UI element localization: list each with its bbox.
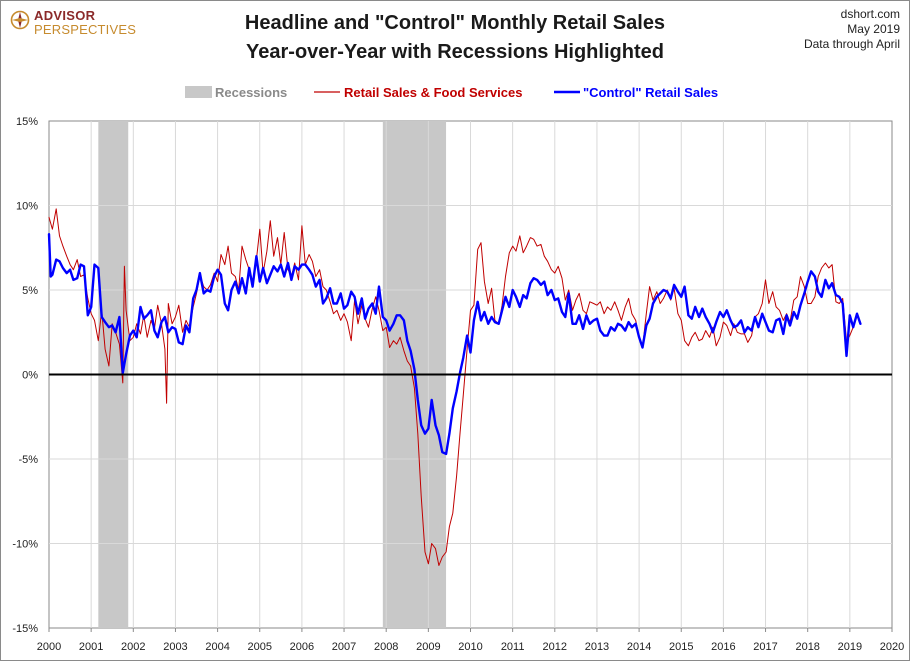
- x-tick-label: 2012: [543, 641, 567, 653]
- x-tick-label: 2004: [205, 641, 229, 653]
- x-tick-label: 2003: [163, 641, 187, 653]
- x-tick-label: 2010: [458, 641, 482, 653]
- logo-text-bottom: PERSPECTIVES: [34, 22, 137, 37]
- y-tick-label: 15%: [16, 116, 38, 128]
- y-tick-label: -15%: [12, 623, 38, 635]
- x-tick-label: 2018: [795, 641, 819, 653]
- x-tick-label: 2013: [585, 641, 609, 653]
- logo-text-top: ADVISOR: [34, 8, 96, 23]
- legend-label-headline: Retail Sales & Food Services: [344, 85, 522, 100]
- y-tick-label: -10%: [12, 539, 38, 551]
- x-tick-label: 2007: [332, 641, 356, 653]
- chart-title-line2: Year-over-Year with Recessions Highlight…: [246, 41, 664, 63]
- control-retail-sales-line: [47, 233, 862, 456]
- compass-icon: [10, 10, 30, 30]
- y-tick-label: 0%: [22, 370, 38, 382]
- x-tick-label: 2015: [669, 641, 693, 653]
- y-tick-label: 10%: [16, 201, 38, 213]
- y-tick-label: -5%: [18, 454, 38, 466]
- chart-title-line1: Headline and "Control" Monthly Retail Sa…: [244, 12, 666, 34]
- x-tick-label: 2016: [711, 641, 735, 653]
- x-tick-label: 2006: [290, 641, 314, 653]
- x-tick-label: 2011: [501, 641, 525, 653]
- x-tick-label: 2000: [37, 641, 61, 653]
- x-tick-label: 2020: [880, 641, 904, 653]
- legend-label-control: "Control" Retail Sales: [583, 85, 718, 100]
- headline-retail-sales-line: [48, 208, 861, 566]
- x-tick-label: 2017: [753, 641, 777, 653]
- source-site: dshort.com: [840, 7, 900, 21]
- legend-swatch-recessions: [185, 86, 212, 98]
- x-tick-label: 2002: [121, 641, 145, 653]
- x-tick-label: 2008: [374, 641, 398, 653]
- y-tick-label: 5%: [22, 285, 38, 297]
- source-data-through: Data through April: [803, 37, 900, 51]
- x-tick-label: 2001: [79, 641, 103, 653]
- source-date: May 2019: [847, 22, 900, 36]
- x-tick-label: 2019: [838, 641, 862, 653]
- x-tick-label: 2009: [416, 641, 440, 653]
- legend-label-recessions: Recessions: [215, 85, 287, 100]
- x-tick-label: 2005: [248, 641, 272, 653]
- x-tick-label: 2014: [627, 641, 651, 653]
